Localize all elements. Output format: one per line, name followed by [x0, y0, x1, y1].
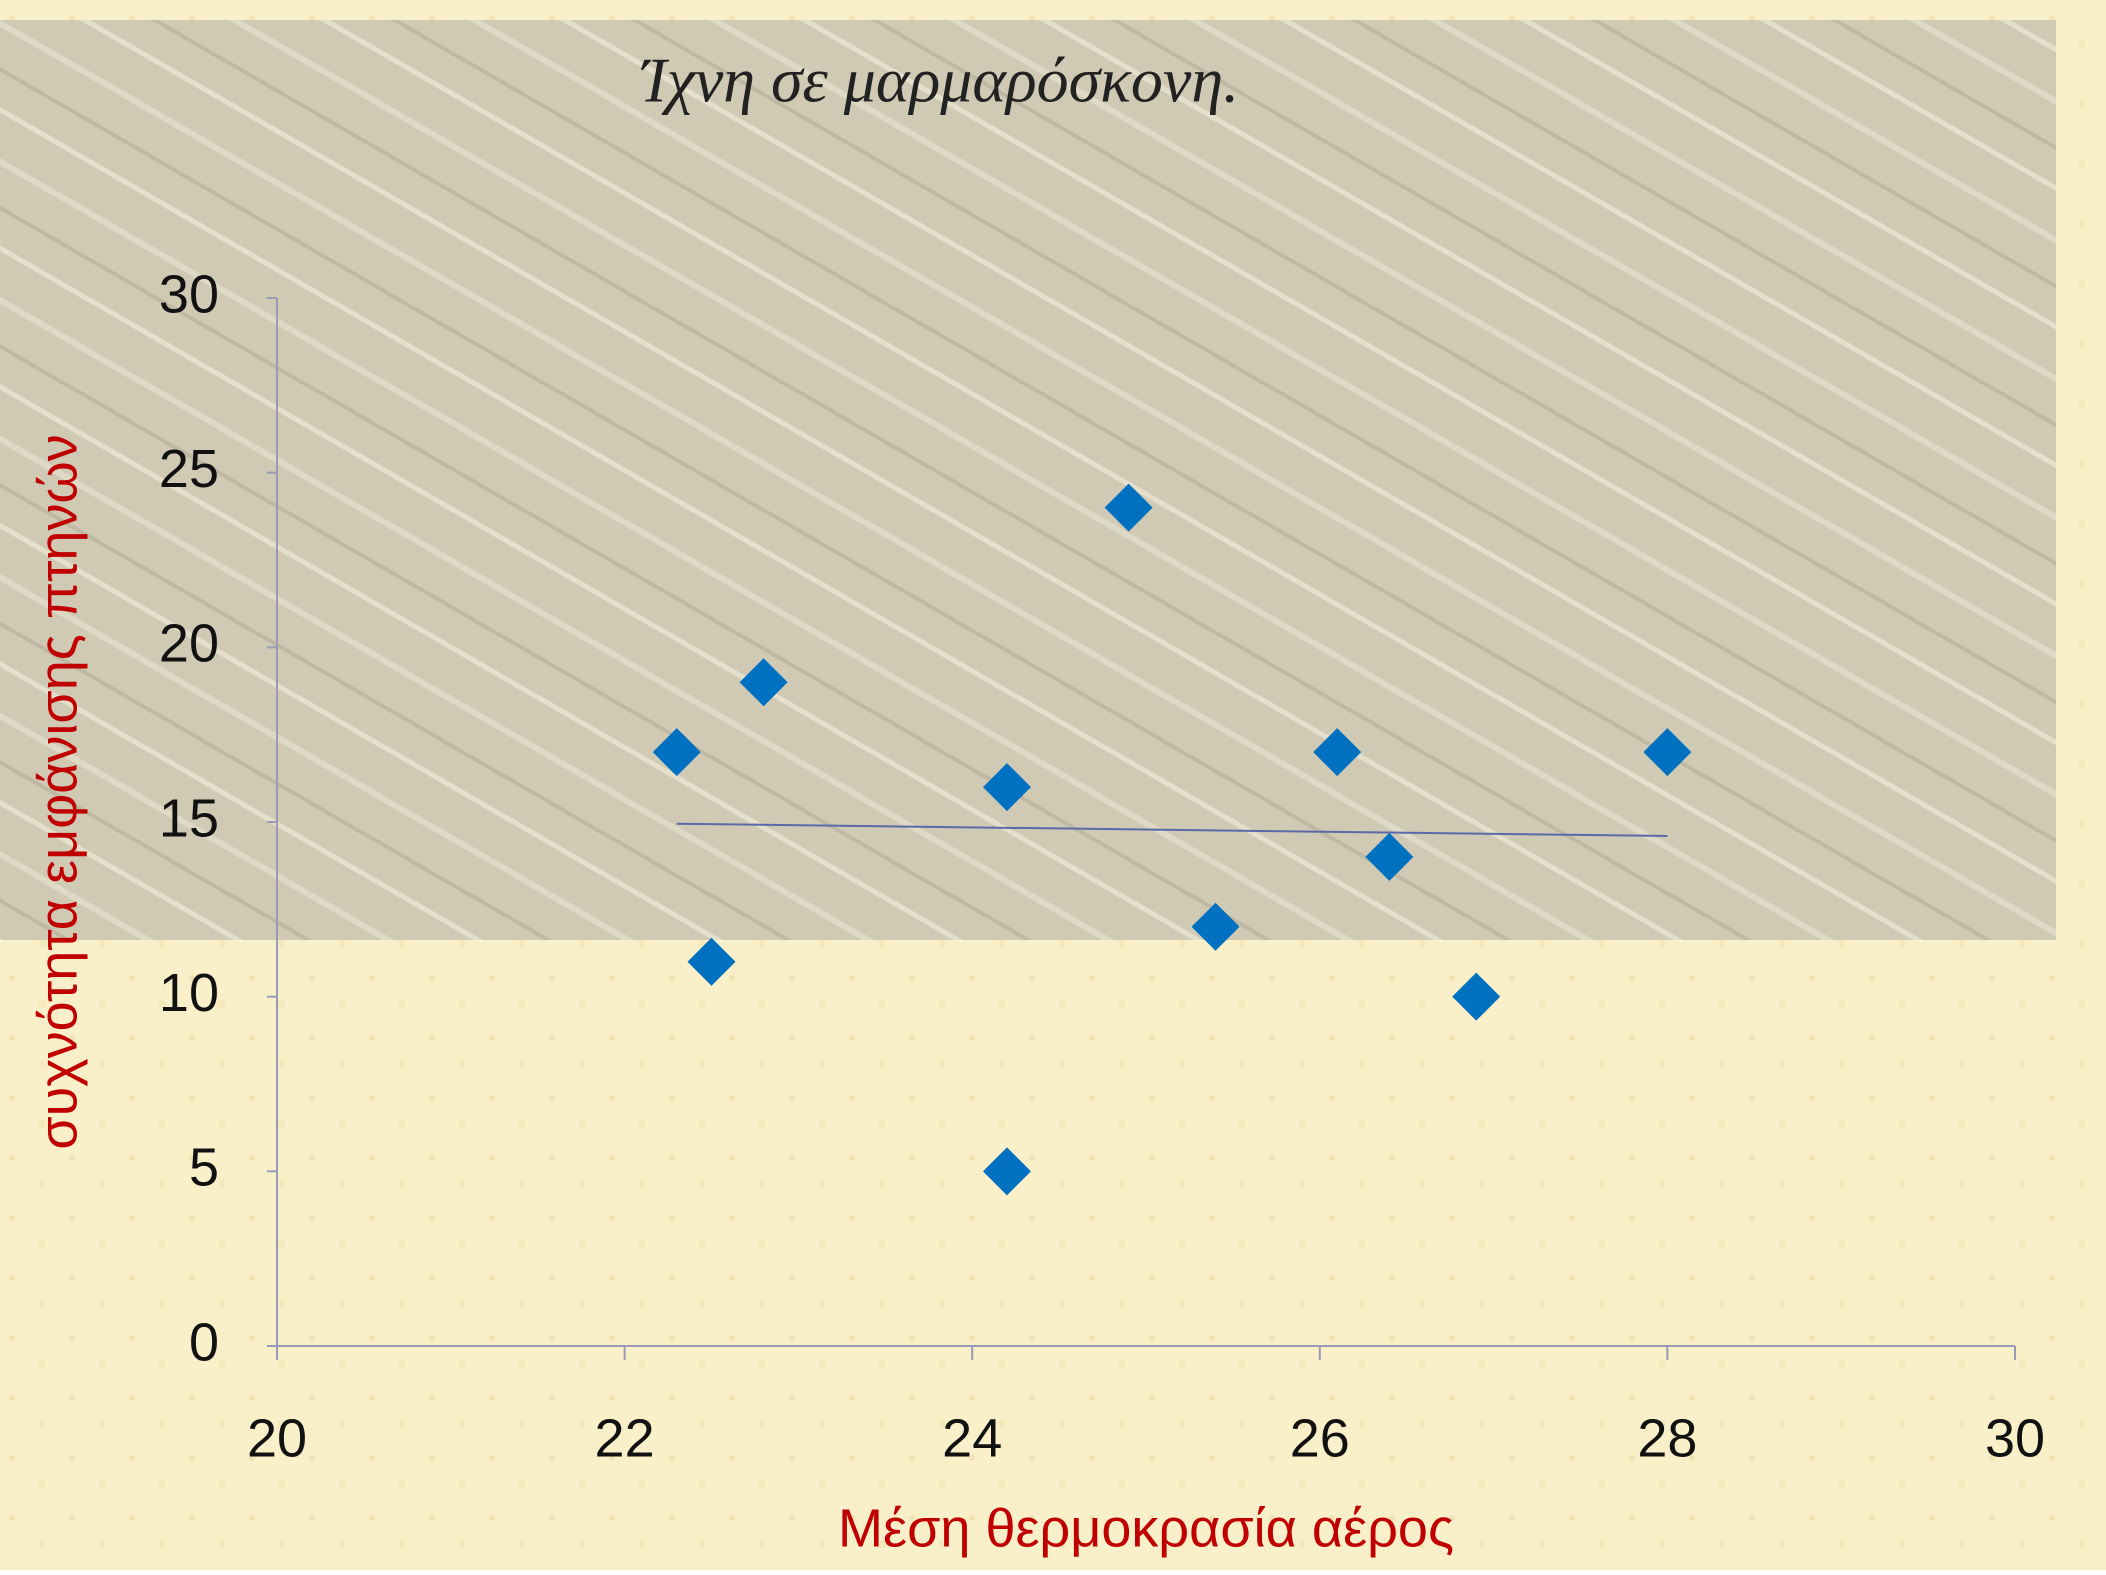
y-tick-label: 0	[189, 1312, 219, 1372]
y-tick-label: 5	[189, 1138, 219, 1198]
x-tick-label: 30	[1985, 1408, 2045, 1468]
x-tick-label: 20	[247, 1408, 307, 1468]
y-tick-label: 30	[159, 264, 219, 324]
chart-title: Ίχνη σε μαρμαρόσκονη.	[641, 45, 1239, 116]
chart: Ίχνη σε μαρμαρόσκονη. Μέση θερμοκρασία α…	[0, 0, 2106, 1570]
y-tick-label: 20	[159, 614, 219, 674]
y-tick-label: 15	[159, 788, 219, 848]
x-tick-label: 28	[1637, 1408, 1697, 1468]
y-tick-label: 10	[159, 963, 219, 1023]
x-tick-label: 22	[595, 1408, 655, 1468]
page: Ίχνη σε μαρμαρόσκονη. Μέση θερμοκρασία α…	[0, 0, 2106, 1575]
x-tick-label: 26	[1290, 1408, 1350, 1468]
y-tick-label: 25	[159, 439, 219, 499]
x-axis-title: Μέση θερμοκρασία αέρος	[838, 1498, 1454, 1558]
x-tick-label: 24	[942, 1408, 1002, 1468]
photo	[0, 20, 2056, 940]
y-axis-title: συχνότητα εμφάνισης πτηνών	[28, 434, 88, 1149]
